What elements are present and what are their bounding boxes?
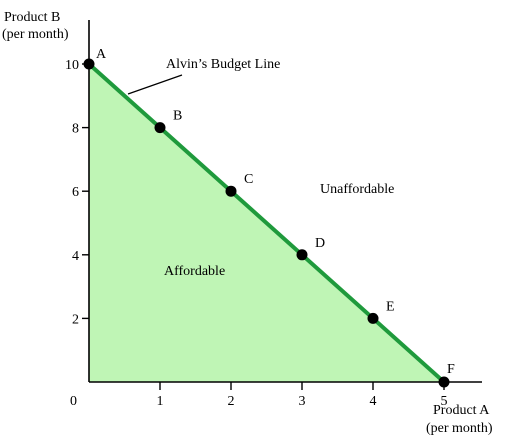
budget-line: [87, 62, 446, 384]
x-tick-label: 5: [441, 394, 448, 409]
x-tick-label: 1: [157, 394, 164, 409]
point-d: [296, 249, 308, 261]
y-tick-label: 2: [72, 312, 79, 327]
y-tick-label: 6: [72, 185, 79, 200]
y-tick-label: 10: [65, 58, 79, 73]
point-e: [367, 312, 379, 324]
origin-label: 0: [70, 394, 77, 409]
point-label-b: B: [173, 109, 182, 124]
point-label-a: A: [96, 47, 107, 62]
annotation-leader-line: [127, 74, 183, 95]
point-label-f: F: [447, 362, 455, 377]
x-tick-label: 2: [228, 394, 235, 409]
point-c: [225, 185, 237, 197]
point-b: [154, 122, 166, 134]
point-label-e: E: [386, 299, 395, 314]
x-axis-title-line1: Product A: [433, 403, 490, 418]
x-tick-label: 3: [299, 394, 306, 409]
point-a: [83, 58, 95, 70]
unaffordable-label: Unaffordable: [320, 182, 394, 197]
point-label-c: C: [244, 172, 253, 187]
y-axis-title-line2: (per month): [2, 27, 69, 42]
y-tick-label: 4: [72, 249, 79, 264]
y-tick-label: 8: [72, 122, 79, 137]
y-axis-title-line1: Product B: [4, 10, 60, 25]
budget-line-annotation: Alvin’s Budget Line: [166, 57, 280, 72]
x-tick-label: 4: [370, 394, 377, 409]
point-f: [438, 376, 450, 388]
x-axis-title-line2: (per month): [426, 421, 493, 436]
point-label-d: D: [315, 236, 325, 251]
affordable-label: Affordable: [164, 264, 225, 279]
